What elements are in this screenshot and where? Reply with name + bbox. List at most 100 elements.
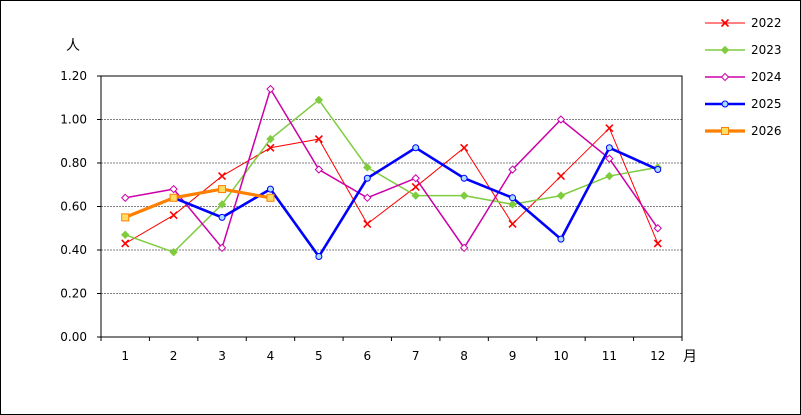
- legend-item-2026-point: [721, 127, 729, 135]
- x-tick-label: 8: [460, 349, 468, 363]
- series-2024-point: [363, 193, 372, 203]
- series-2024-point: [266, 84, 275, 94]
- legend-item-2022-label: 2022: [751, 16, 782, 30]
- series-2022-point: [653, 239, 662, 248]
- series-2024-point: [508, 165, 517, 174]
- legend-item-2026: 2026: [705, 124, 782, 138]
- y-tick-label: 0.80: [60, 156, 87, 170]
- series-2025-point: [315, 253, 323, 261]
- series-2023-point: [266, 134, 275, 144]
- series-2024-point: [605, 154, 614, 163]
- series-2025-point: [412, 144, 420, 152]
- series-2022-point: [121, 239, 130, 248]
- y-tick-label: 0.20: [60, 287, 87, 301]
- series-2023-point: [508, 200, 517, 209]
- series-2022-point: [411, 182, 420, 191]
- series-2022-point: [266, 143, 275, 152]
- series-2022-point: [605, 124, 614, 133]
- series-2024-point: [411, 174, 420, 183]
- x-tick-label: 4: [267, 349, 275, 363]
- series-2023-point: [217, 200, 227, 209]
- legend-item-2025: 2025: [705, 97, 782, 111]
- series-2024-point: [169, 184, 178, 194]
- legend-item-2023-point: [720, 45, 730, 55]
- series-2025: [121, 144, 662, 261]
- y-tick-label: 1.00: [60, 113, 87, 127]
- series-2023-point: [411, 191, 420, 200]
- y-tick-label: 0.40: [60, 243, 87, 257]
- legend-item-2024-point: [720, 72, 730, 82]
- legend-item-2025-point: [721, 100, 729, 108]
- series-2025-point: [509, 194, 517, 202]
- series-2023-point: [459, 191, 469, 200]
- series-2025-point: [654, 166, 662, 174]
- legend-item-2026-label: 2026: [751, 124, 782, 138]
- series-2026: [121, 185, 275, 222]
- series-2023-point: [363, 163, 372, 172]
- series-2025-line: [124, 146, 659, 259]
- series-2022-point: [314, 135, 323, 144]
- series-2025-point: [218, 213, 226, 221]
- series-2023-point: [556, 191, 566, 200]
- legend-item-2023: 2023: [705, 43, 782, 57]
- x-tick-label: 5: [315, 349, 323, 363]
- legend-item-2024: 2024: [705, 70, 782, 84]
- x-tick-label: 9: [509, 349, 517, 363]
- series-2025-point: [460, 174, 468, 182]
- legend-item-2022: 2022: [705, 16, 782, 30]
- series-2025-point: [266, 185, 274, 193]
- series-2024-point: [314, 165, 324, 174]
- series-2022-point: [363, 219, 372, 228]
- series-2022-line: [124, 127, 659, 244]
- series-2023-point: [121, 230, 130, 239]
- legend-item-2022-point: [720, 18, 730, 28]
- series-2024-point: [121, 193, 130, 203]
- y-tick-label: 1.20: [60, 69, 87, 83]
- series-2024-point: [653, 224, 662, 233]
- series-2023-line: [124, 98, 658, 254]
- y-unit-label: 人: [66, 38, 80, 54]
- series-layer: [121, 84, 662, 261]
- series-2026-point: [169, 193, 178, 202]
- series-2024-point: [556, 115, 566, 124]
- series-2022-point: [508, 219, 517, 228]
- x-tick-label: 7: [412, 349, 420, 363]
- x-tick-label: 1: [121, 349, 129, 363]
- series-2023-point: [314, 95, 324, 105]
- series-2022-point: [217, 171, 227, 181]
- series-2023-point: [605, 171, 614, 181]
- legend: 2022 2023 2024 2025 2026: [705, 16, 782, 138]
- series-2025-point: [557, 235, 565, 243]
- x-tick-label: 10: [553, 349, 568, 363]
- series-2026-line: [124, 187, 271, 219]
- x-tick-label: 6: [363, 349, 371, 363]
- series-2024: [121, 84, 662, 253]
- x-unit-label: 月: [683, 349, 697, 365]
- y-tick-label: 0.00: [60, 330, 87, 344]
- series-2025-point: [605, 144, 613, 152]
- series-2026-point: [266, 193, 275, 202]
- x-tick-label: 11: [602, 349, 617, 363]
- series-2023-point: [169, 247, 178, 257]
- x-tick-label: 12: [650, 349, 665, 363]
- series-2026-point: [121, 213, 130, 222]
- series-2022-point: [460, 143, 469, 152]
- y-tick-label: 0.60: [60, 200, 87, 214]
- series-2022-point: [169, 211, 178, 220]
- x-tick-label: 3: [218, 349, 226, 363]
- series-2024-line: [125, 87, 659, 250]
- legend-item-2023-label: 2023: [751, 43, 782, 57]
- x-tick-label: 2: [170, 349, 178, 363]
- series-2022: [121, 124, 662, 248]
- series-2022-point: [556, 171, 566, 181]
- series-2024-point: [459, 243, 469, 253]
- axes: 0.000.200.400.600.801.001.201 2 3 4 5 6 7 8 9 10 1…: [60, 69, 683, 363]
- series-2023: [121, 95, 662, 257]
- series-2024-point: [217, 243, 227, 253]
- legend-item-2024-label: 2024: [751, 70, 782, 84]
- series-2025-point: [363, 174, 371, 182]
- legend-item-2025-label: 2025: [751, 97, 782, 111]
- series-2026-point: [218, 185, 227, 194]
